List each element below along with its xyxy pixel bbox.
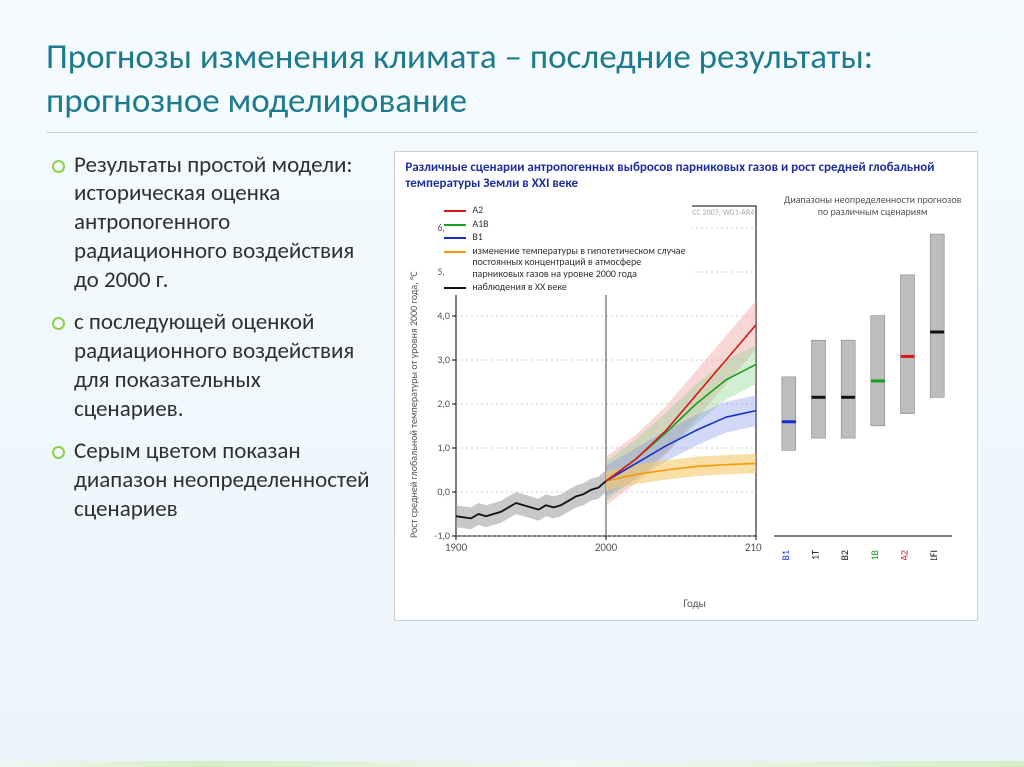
legend-item: B1 [444, 231, 692, 243]
footer-decoration [0, 761, 1024, 767]
svg-text:4,0: 4,0 [438, 309, 451, 322]
chart-figure: Рост средней глобальной температуры от у… [405, 200, 967, 610]
plot-column: -1,00,01,02,03,04,05,06,0190020002100 ©I… [422, 200, 967, 610]
chart-panel: Различные сценарии антропогенных выбросо… [394, 151, 978, 622]
plots-row: -1,00,01,02,03,04,05,06,0190020002100 ©I… [422, 200, 967, 593]
chart-bars-svg: B1 A1T B2 A1B A2 A1FI [768, 200, 958, 560]
chart-right-title: Диапазоны неопределенности прогнозов по … [778, 194, 967, 218]
svg-text:3,0: 3,0 [438, 353, 451, 366]
svg-text:A1B: A1B [868, 549, 881, 560]
legend-label: B1 [472, 231, 483, 243]
legend-swatch [444, 210, 466, 212]
chart-title: Различные сценарии антропогенных выбросо… [405, 160, 967, 193]
chart-uncertainty-bars: Диапазоны неопределенности прогнозов по … [768, 200, 967, 560]
legend-label: A1B [472, 218, 488, 230]
legend-label: A2 [472, 204, 483, 216]
slide-title: Прогнозы изменения климата – последние р… [46, 36, 978, 124]
title-underline [46, 132, 978, 133]
slide-body: Результаты простой модели: историческая … [46, 151, 978, 622]
svg-text:B1: B1 [779, 550, 792, 560]
svg-text:2,0: 2,0 [438, 397, 451, 410]
legend-label: изменение температуры в гипотетическом с… [472, 245, 692, 280]
legend-swatch [444, 237, 466, 239]
svg-text:1900: 1900 [445, 541, 468, 554]
chart-xlabel: Годы [422, 593, 967, 610]
legend-swatch [444, 224, 466, 226]
legend-swatch [444, 287, 466, 289]
legend-item: A2 [444, 204, 692, 216]
chart-legend: A2 A1BB1 изменение температуры в гипотетич… [444, 204, 692, 295]
svg-text:A2: A2 [898, 550, 911, 560]
bullet-item: Результаты простой модели: историческая … [48, 151, 374, 295]
chart-main: -1,00,01,02,03,04,05,06,0190020002100 ©I… [422, 200, 762, 560]
legend-item: A1B [444, 218, 692, 230]
legend-item: наблюдения в XX веке [444, 281, 692, 293]
svg-text:2000: 2000 [595, 541, 618, 554]
svg-text:B2: B2 [838, 550, 851, 560]
svg-text:2100: 2100 [745, 541, 762, 554]
svg-text:A1FI: A1FI [927, 550, 940, 560]
svg-text:0,0: 0,0 [438, 485, 451, 498]
legend-swatch [444, 251, 466, 253]
legend-label: наблюдения в XX веке [472, 281, 567, 293]
svg-text:A1T: A1T [809, 550, 822, 560]
bullet-item: с последующей оценкой радиационного возд… [48, 308, 374, 423]
bullet-list: Результаты простой модели: историческая … [46, 151, 374, 622]
slide: Прогнозы изменения климата – последние р… [0, 0, 1024, 767]
bullet-item: Серым цветом показан диапазон неопределе… [48, 437, 374, 523]
chart-ylabel: Рост средней глобальной температуры от у… [405, 200, 422, 610]
legend-item: изменение температуры в гипотетическом с… [444, 245, 692, 280]
svg-text:1,0: 1,0 [438, 441, 451, 454]
